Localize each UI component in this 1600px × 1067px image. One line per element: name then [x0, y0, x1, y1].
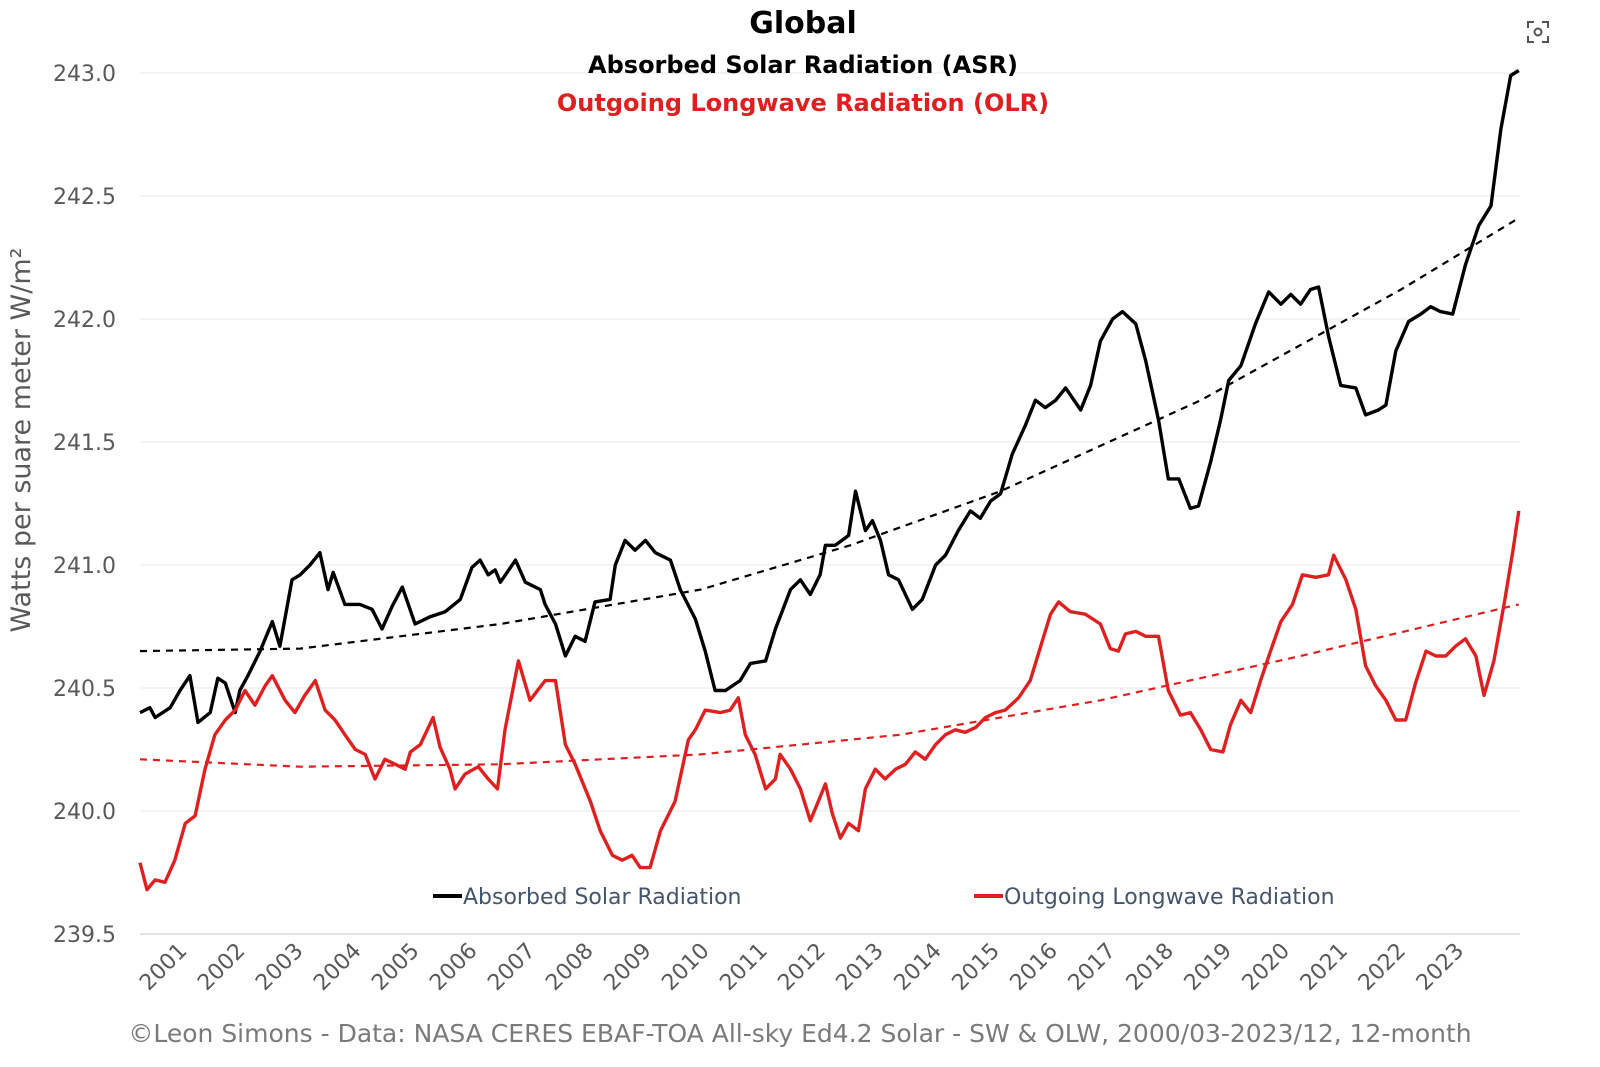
y-tick-label: 241.5 [53, 431, 116, 456]
series-line-outgoing-longwave-radiation [138, 510, 1521, 892]
x-tick-label: 2011 [715, 939, 772, 996]
y-tick-label: 240.5 [53, 677, 116, 702]
x-tick-label: 2003 [251, 939, 308, 996]
y-tick-label: 240.0 [53, 800, 116, 825]
y-axis-label: Watts per suare meter W/m² [6, 248, 37, 633]
x-tick-label: 2015 [948, 939, 1005, 996]
y-tick-label: 243.0 [53, 62, 116, 87]
y-tick-labels: 239.5 240.0 240.5 241.0 241.5 242.0 242.5 243.0 [53, 62, 116, 948]
x-tick-label: 2023 [1412, 939, 1469, 996]
y-tick-label: 242.0 [53, 308, 116, 333]
x-tick-label: 2007 [483, 939, 540, 996]
x-tick-label: 2016 [1006, 939, 1063, 996]
x-tick-label: 2009 [599, 939, 656, 996]
y-tick-label: 241.0 [53, 554, 116, 579]
series-lines [138, 69, 1521, 892]
x-tick-label: 2021 [1296, 939, 1353, 996]
x-tick-label: 2014 [890, 939, 947, 996]
chart-subtitle-asr: Absorbed Solar Radiation (ASR) [588, 51, 1018, 79]
x-tick-label: 2022 [1354, 939, 1411, 996]
x-tick-label: 2006 [425, 939, 482, 996]
x-tick-label: 2020 [1238, 939, 1295, 996]
x-tick-label: 2013 [832, 939, 889, 996]
x-tick-label: 2012 [773, 939, 830, 996]
lens-scan-icon[interactable] [1520, 14, 1556, 50]
x-tick-label: 2008 [541, 939, 598, 996]
x-tick-label: 2018 [1122, 939, 1179, 996]
x-tick-label: 2001 [135, 939, 192, 996]
y-tick-label: 239.5 [53, 923, 116, 948]
x-tick-label: 2005 [367, 939, 424, 996]
legend-label-olr: Outgoing Longwave Radiation [1004, 885, 1335, 910]
chart-title: Global [749, 6, 857, 41]
x-tick-label: 2002 [193, 939, 250, 996]
footer-credit: ©Leon Simons - Data: NASA CERES EBAF-TOA… [128, 1019, 1471, 1048]
gridlines [140, 72, 1520, 935]
chart-subtitle-olr: Outgoing Longwave Radiation (OLR) [557, 89, 1049, 117]
x-tick-labels: 2001 2002 2003 2004 2005 2006 2007 2008 2009 2010… [135, 939, 1469, 996]
legend-label-asr: Absorbed Solar Radiation [463, 885, 741, 910]
x-tick-label: 2010 [657, 939, 714, 996]
x-tick-label: 2017 [1064, 939, 1121, 996]
series-line-olr-trend [139, 603, 1520, 768]
series-line-asr-trend [139, 217, 1520, 653]
series-line-absorbed-solar-radiation [139, 69, 1520, 725]
x-tick-label: 2019 [1180, 939, 1237, 996]
legend: Absorbed Solar Radiation Outgoing Longwa… [433, 885, 1335, 910]
y-tick-label: 242.5 [53, 185, 116, 210]
x-tick-label: 2004 [309, 939, 366, 996]
